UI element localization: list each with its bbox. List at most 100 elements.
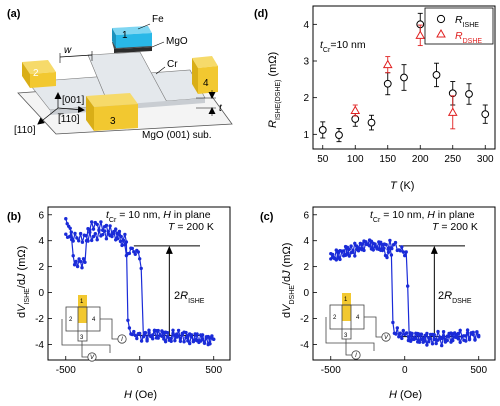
loop-point [416, 340, 420, 344]
loop-sweep-down [65, 228, 215, 346]
arrow-label-c: 2RDSHE [438, 290, 472, 305]
inset-circuit-c: 1 2 3 4 V I [325, 293, 391, 360]
loop-point [78, 259, 83, 264]
loop-point [143, 331, 147, 335]
loop-point [434, 341, 438, 346]
loop-point [129, 246, 133, 250]
loop-point [124, 240, 129, 244]
loop-point [371, 241, 375, 245]
loop-point [78, 231, 83, 236]
loop-point [382, 246, 386, 250]
loop-point [403, 253, 407, 258]
inset-meter-label: V [90, 355, 95, 361]
loop-point [440, 343, 444, 348]
loop-point [133, 333, 137, 338]
amplitude-arrowhead [165, 245, 173, 254]
x-tick-label-d: 200 [412, 154, 429, 165]
loop-point [358, 241, 362, 246]
loop-point [353, 254, 357, 258]
loop-point [84, 239, 89, 243]
loop-point [465, 328, 470, 332]
loop-point [395, 326, 399, 330]
y-tick-label-c: 4 [303, 236, 309, 247]
loop-point [404, 250, 408, 254]
loop-point [380, 242, 385, 247]
loop-point [108, 224, 112, 228]
inset-cross-v [77, 306, 88, 342]
loop-point [351, 250, 355, 254]
y-tick-label-c: 0 [303, 288, 309, 299]
inset-circuit-b: 1 2 3 4 I V [61, 295, 127, 362]
loop-point [91, 234, 96, 239]
loop-point [369, 247, 374, 251]
loop-point [165, 334, 170, 339]
loop-point [80, 240, 85, 244]
loop-point [394, 332, 398, 336]
point-ishe [465, 90, 473, 98]
loop-point [180, 331, 184, 336]
loop-point [441, 334, 446, 339]
loop-point [171, 331, 175, 336]
terminal-3-label: 3 [110, 116, 116, 127]
loop-point [412, 336, 416, 340]
loop-point [163, 339, 168, 344]
loop-point [391, 320, 395, 325]
inset-meter [351, 350, 361, 360]
y-tick-label-d: 3 [303, 57, 309, 68]
loop-point [475, 330, 479, 334]
y-axis-label-b: dVISHE/dJ (mΩ) [16, 246, 31, 318]
point-ishe [335, 131, 343, 139]
y-tick-label-b: -4 [35, 340, 44, 351]
loop-point [456, 331, 461, 336]
loop-point [367, 238, 372, 242]
loop-point [104, 237, 109, 241]
loop-point [200, 337, 205, 342]
loop-point [467, 337, 472, 342]
loop-point [135, 248, 139, 253]
loop-point [430, 342, 435, 346]
panel-label-d: (d) [254, 8, 268, 20]
loop-point [375, 247, 379, 251]
loop-point [332, 256, 337, 261]
loop-point [141, 334, 146, 338]
contact-4 [192, 56, 218, 94]
loop-point [97, 228, 101, 232]
loop-point [114, 227, 118, 231]
inset-terminal-label: 3 [344, 333, 348, 339]
loop-point [83, 260, 87, 264]
point-dshe [447, 107, 458, 116]
plot-frame-b [47, 206, 231, 361]
loop-point [99, 220, 103, 224]
loop-point [438, 336, 442, 340]
loop-point [123, 232, 127, 237]
loop-point [345, 252, 350, 256]
loop-point [138, 257, 142, 261]
loop-point [133, 252, 137, 256]
legend-marker-dshe [436, 28, 446, 38]
loop-point [353, 241, 357, 246]
annotation-c-line1: tCr = 10 nm, H in plane [370, 209, 475, 224]
y-tick-label-c: -2 [300, 314, 309, 325]
loop-point [152, 328, 157, 332]
loop-point [436, 329, 440, 334]
loop-point [88, 230, 92, 235]
x-axis-label-c: H (Oe) [389, 389, 422, 401]
loop-point [432, 333, 436, 337]
loop-point [397, 335, 401, 339]
point-ishe [351, 115, 360, 123]
loop-point [151, 333, 155, 337]
y-tick-label-c: -4 [300, 340, 309, 351]
inset-wire [325, 317, 375, 351]
inset-meter-label: V [384, 335, 389, 341]
inset-cross-v [341, 304, 352, 340]
inset-terminal-label: 2 [333, 315, 337, 321]
y-tick-label-c: 2 [303, 262, 309, 273]
loop-point [182, 340, 186, 344]
y-tick-label-b: 2 [38, 262, 44, 273]
loop-point [329, 252, 333, 256]
loop-point [135, 336, 139, 341]
x-axis-label-d-unit: (K) [397, 180, 415, 192]
loop-point [106, 232, 111, 236]
loop-point [197, 340, 201, 345]
